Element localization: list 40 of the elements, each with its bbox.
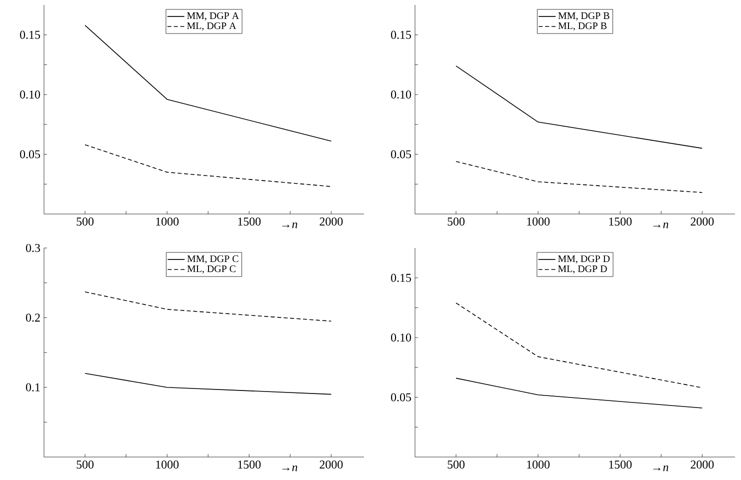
y-tick-label: 0.15 <box>20 30 40 39</box>
x-tick-label: 1000 <box>156 460 179 469</box>
y-tick-label: 0.05 <box>391 393 412 402</box>
x-tick-label: 2000 <box>690 460 714 469</box>
x-tick-label: 2000 <box>320 460 343 469</box>
y-tick-label: 0.10 <box>391 90 412 99</box>
x-tick-label: 1000 <box>156 218 179 226</box>
x-tick-label: 1500 <box>238 460 261 469</box>
x-axis-title: →n <box>282 466 298 472</box>
legend-label: MM, DGP D <box>558 255 610 264</box>
y-tick-label: 0.15 <box>391 274 412 282</box>
x-tick-label: 1500 <box>609 460 632 469</box>
legend-label: MM, DGP C <box>187 255 238 264</box>
x-tick-label: 2000 <box>320 218 343 226</box>
x-tick-label: 1000 <box>527 460 550 469</box>
legend-label: MM, DGP B <box>558 12 610 20</box>
x-axis-title: →n <box>653 466 668 472</box>
legend-label: ML, DGP C <box>187 265 236 274</box>
x-tick-label: 500 <box>448 218 465 226</box>
legend-label: ML, DGP A <box>187 22 236 31</box>
legend-label: ML, DGP D <box>558 265 607 274</box>
y-tick-label: 0.10 <box>20 90 40 99</box>
x-tick-label: 2000 <box>690 218 714 226</box>
x-tick-label: 1500 <box>609 218 632 226</box>
x-tick-label: 500 <box>76 460 94 469</box>
y-tick-label: 0.1 <box>26 383 40 392</box>
y-tick-label: 0.15 <box>391 30 412 39</box>
y-tick-label: 0.2 <box>26 314 40 322</box>
y-tick-label: 0.10 <box>391 334 412 342</box>
x-tick-label: 500 <box>76 218 94 226</box>
legend-label: ML, DGP B <box>558 22 607 31</box>
x-axis-title: →n <box>282 222 298 228</box>
y-tick-label: 0.05 <box>391 150 412 158</box>
y-tick-label: 0.3 <box>26 244 40 252</box>
x-tick-label: 500 <box>448 460 465 469</box>
x-tick-label: 1000 <box>527 218 550 226</box>
x-axis-title: →n <box>653 222 668 228</box>
y-tick-label: 0.05 <box>20 150 40 158</box>
x-tick-label: 1500 <box>238 218 261 226</box>
legend-label: MM, DGP A <box>187 12 239 20</box>
